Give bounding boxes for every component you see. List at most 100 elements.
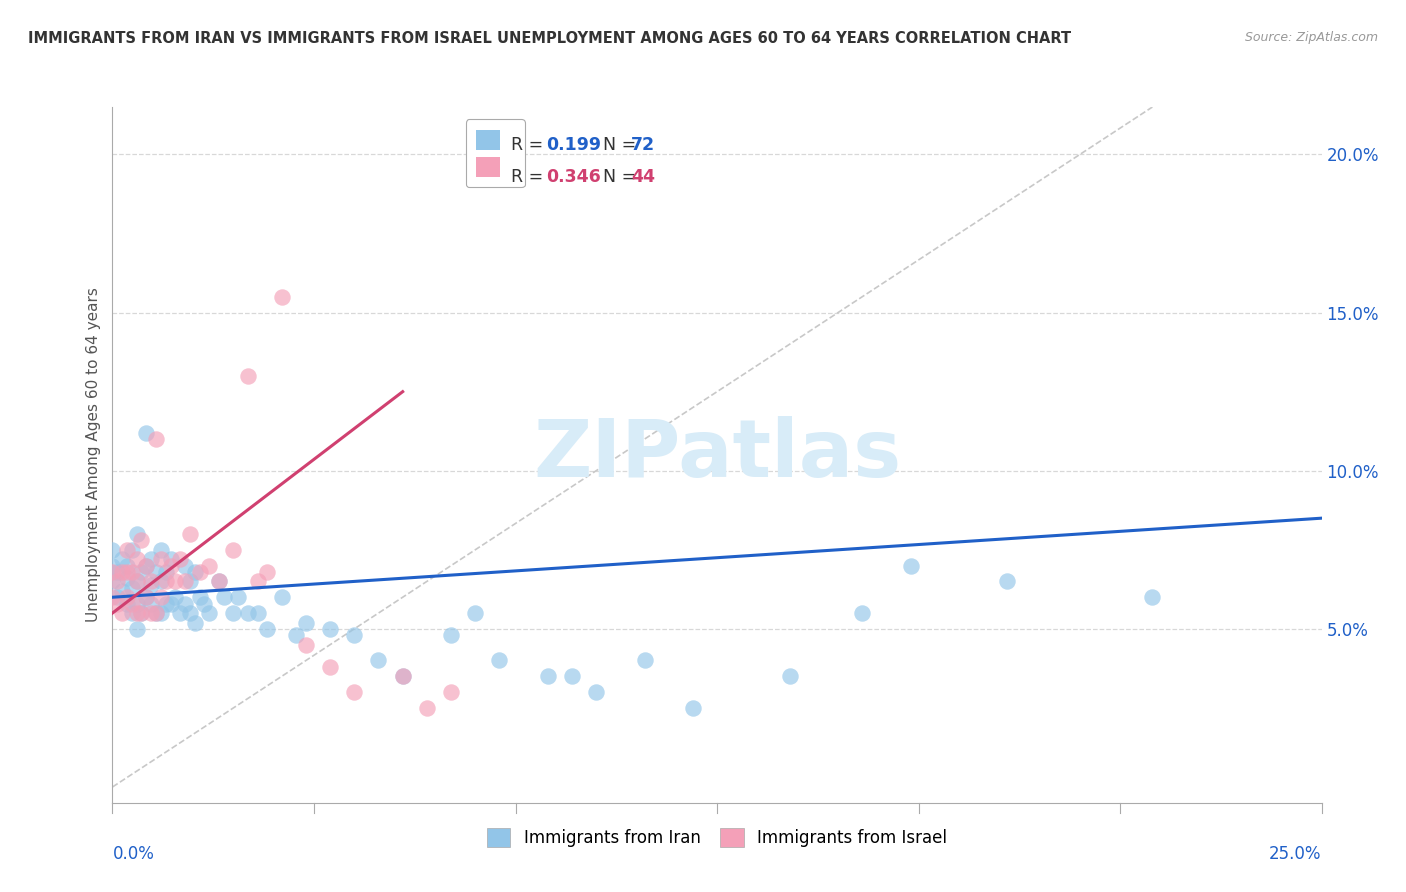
Point [159,597,181,611]
Point [101,574,124,589]
Point [149,591,172,605]
Point [135,558,157,573]
Point [121,542,143,557]
Point [121,606,143,620]
Text: 72: 72 [631,136,655,154]
Point [135,558,157,573]
Point [183,615,205,630]
Point [183,565,205,579]
Point [174,574,197,589]
Point [131,606,153,620]
Point [285,628,308,642]
Point [270,290,292,304]
Point [226,591,249,605]
Point [105,574,128,589]
Point [174,558,197,573]
Point [135,425,157,440]
Point [779,669,801,683]
Point [105,591,128,605]
Point [198,558,221,573]
Point [141,577,163,591]
Point [343,628,366,642]
Point [343,685,366,699]
Text: N =: N = [603,136,641,154]
Point [1142,591,1164,605]
Point [125,574,148,589]
Point [149,552,172,566]
Text: 0.0%: 0.0% [112,845,155,863]
Point [169,552,191,566]
Point [145,606,167,620]
Point [115,591,138,605]
Point [165,574,187,589]
Point [246,606,269,620]
Point [101,565,124,579]
Point [125,622,148,636]
Point [391,669,413,683]
Point [179,606,201,620]
Text: Source: ZipAtlas.com: Source: ZipAtlas.com [1244,31,1378,45]
Point [125,552,148,566]
Point [633,653,655,667]
Point [159,552,181,566]
Text: 25.0%: 25.0% [1270,845,1322,863]
Point [851,606,873,620]
Point [212,591,235,605]
Point [440,628,463,642]
Point [111,606,134,620]
Point [155,597,177,611]
Point [416,701,439,715]
Point [488,653,510,667]
Point [440,685,463,699]
Point [236,606,259,620]
Point [149,606,172,620]
Point [149,574,172,589]
Point [131,606,153,620]
Point [141,552,163,566]
Point [135,591,157,605]
Point [141,597,163,611]
Point [900,558,922,573]
Point [105,565,128,579]
Point [125,597,148,611]
Point [111,552,134,566]
Text: R =: R = [512,169,550,186]
Point [115,571,138,585]
Point [111,583,134,598]
Point [121,597,143,611]
Point [165,591,187,605]
Point [149,542,172,557]
Legend: Immigrants from Iran, Immigrants from Israel: Immigrants from Iran, Immigrants from Is… [481,821,953,854]
Point [537,669,560,683]
Point [101,558,124,573]
Point [295,615,318,630]
Point [145,565,167,579]
Point [193,597,215,611]
Text: R =: R = [512,136,550,154]
Point [125,574,148,589]
Point [131,533,153,548]
Point [145,432,167,446]
Text: 44: 44 [631,169,655,186]
Point [208,574,231,589]
Point [256,565,278,579]
Point [101,542,124,557]
Point [256,622,278,636]
Point [145,606,167,620]
Point [169,606,191,620]
Point [105,597,128,611]
Point [155,565,177,579]
Text: IMMIGRANTS FROM IRAN VS IMMIGRANTS FROM ISRAEL UNEMPLOYMENT AMONG AGES 60 TO 64 : IMMIGRANTS FROM IRAN VS IMMIGRANTS FROM … [28,31,1071,46]
Point [115,558,138,573]
Point [995,574,1018,589]
Point [101,591,124,605]
Point [179,527,201,541]
Point [188,565,211,579]
Point [179,574,201,589]
Point [585,685,607,699]
Text: 0.199: 0.199 [547,136,602,154]
Point [115,542,138,557]
Point [270,591,292,605]
Point [236,368,259,383]
Point [561,669,583,683]
